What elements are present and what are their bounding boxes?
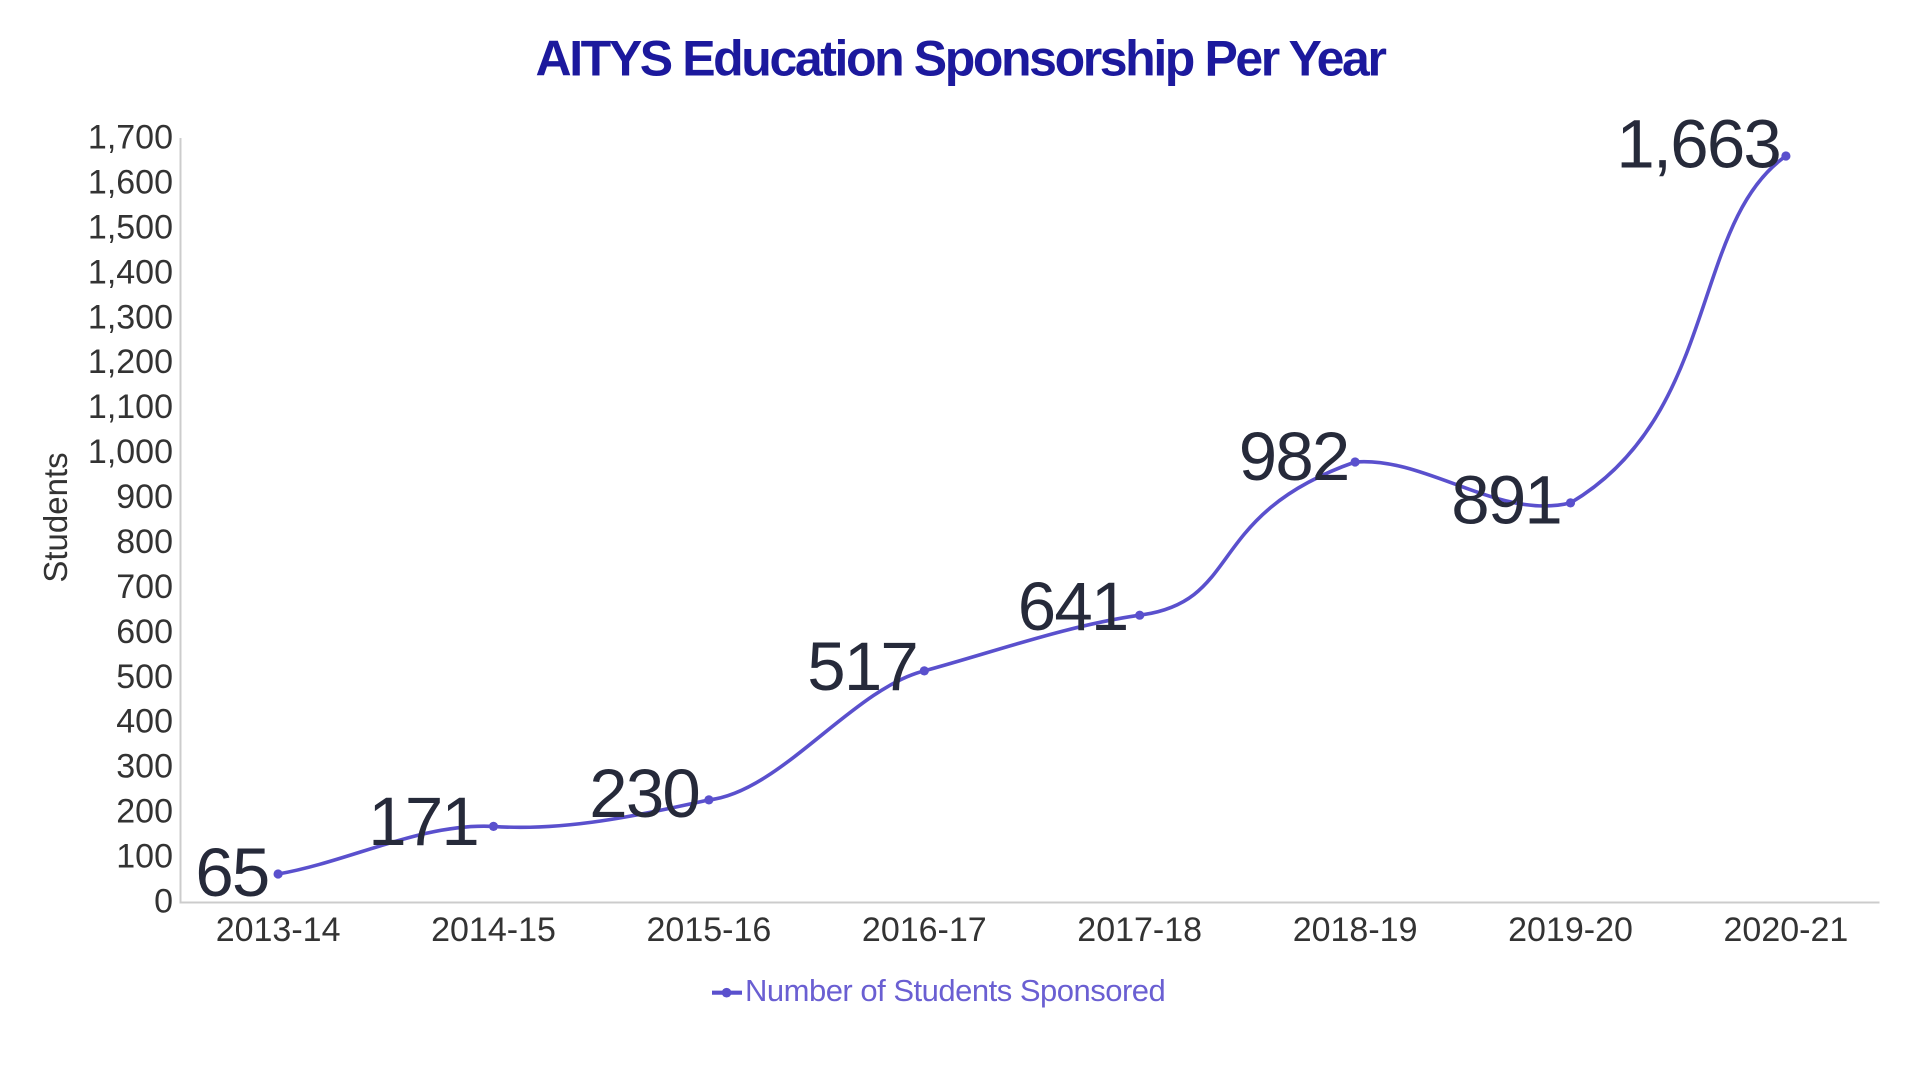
svg-text:1,500: 1,500 — [88, 209, 173, 247]
svg-text:2017-18: 2017-18 — [1077, 911, 1202, 949]
svg-text:700: 700 — [116, 568, 173, 606]
svg-text:300: 300 — [116, 748, 173, 786]
svg-text:0: 0 — [154, 882, 173, 920]
svg-text:100: 100 — [116, 838, 173, 876]
svg-text:641: 641 — [1018, 568, 1128, 645]
svg-text:2015-16: 2015-16 — [647, 911, 772, 949]
svg-text:1,600: 1,600 — [88, 164, 173, 202]
svg-text:2013-14: 2013-14 — [216, 911, 341, 949]
svg-text:1,000: 1,000 — [88, 433, 173, 471]
svg-text:1,700: 1,700 — [88, 119, 173, 157]
svg-text:891: 891 — [1451, 461, 1561, 538]
svg-text:2019-20: 2019-20 — [1508, 911, 1633, 949]
svg-text:982: 982 — [1239, 418, 1349, 495]
svg-text:400: 400 — [116, 703, 173, 741]
svg-text:900: 900 — [116, 478, 173, 516]
svg-text:Number of Students Sponsored: Number of Students Sponsored — [745, 973, 1165, 1008]
svg-text:200: 200 — [116, 793, 173, 831]
svg-text:600: 600 — [116, 613, 173, 651]
svg-text:2016-17: 2016-17 — [862, 911, 987, 949]
svg-text:517: 517 — [807, 628, 917, 705]
svg-text:230: 230 — [589, 755, 699, 832]
svg-text:171: 171 — [368, 783, 478, 860]
svg-text:1,400: 1,400 — [88, 253, 173, 291]
svg-text:Students: Students — [37, 452, 74, 582]
svg-text:1,663: 1,663 — [1616, 105, 1780, 182]
svg-text:1,100: 1,100 — [88, 388, 173, 426]
svg-text:65: 65 — [195, 834, 268, 911]
svg-text:800: 800 — [116, 523, 173, 561]
svg-text:500: 500 — [116, 658, 173, 696]
svg-text:2020-21: 2020-21 — [1724, 911, 1849, 949]
svg-text:2014-15: 2014-15 — [431, 911, 556, 949]
svg-text:1,300: 1,300 — [88, 298, 173, 336]
svg-text:1,200: 1,200 — [88, 343, 173, 381]
svg-text:AITYS Education Sponsorship Pe: AITYS Education Sponsorship Per Year — [535, 31, 1386, 87]
svg-text:2018-19: 2018-19 — [1293, 911, 1418, 949]
